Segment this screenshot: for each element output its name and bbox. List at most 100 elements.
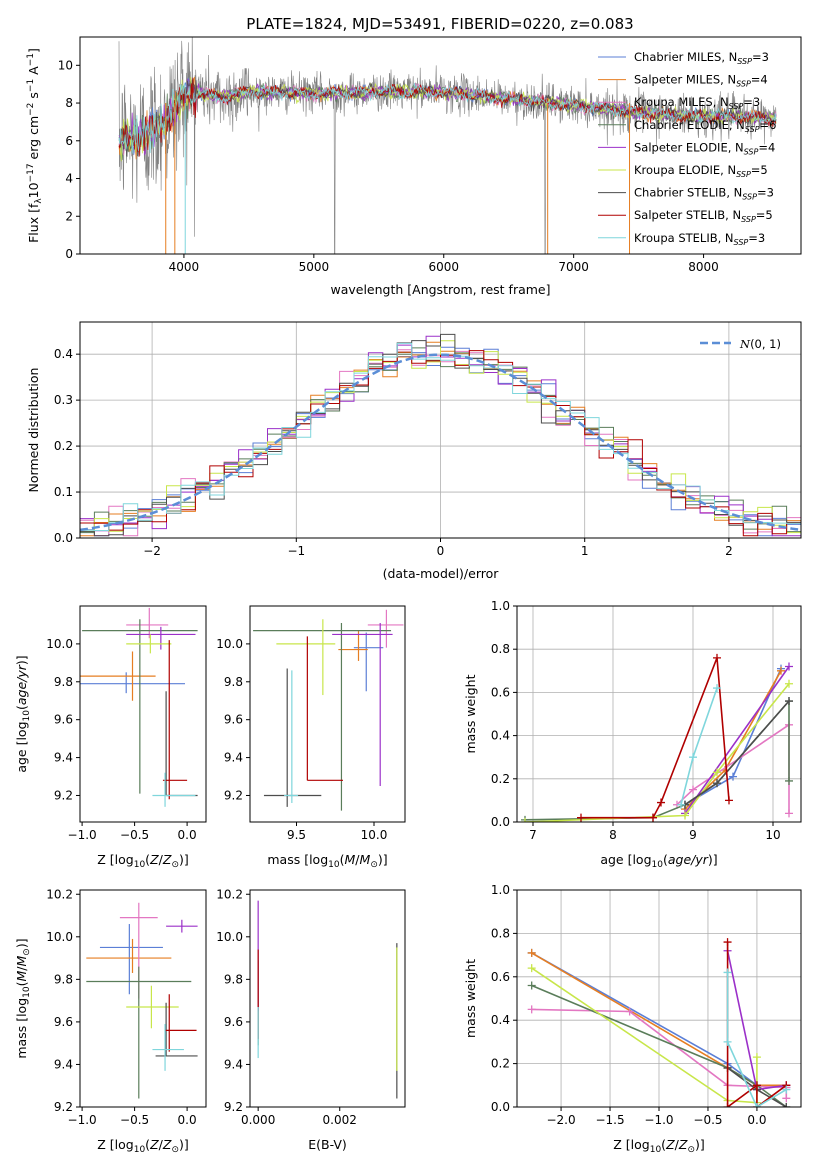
- plus-marker: [782, 1103, 791, 1107]
- plot-area: [257, 900, 398, 1099]
- y-axis-label: Normed distribution: [26, 368, 41, 493]
- errorbar-point-1: [80, 651, 156, 701]
- y-tick-label: 10.2: [216, 887, 243, 901]
- label-part: Z: [149, 852, 159, 867]
- legend-tail: =3: [743, 95, 760, 109]
- y-tick-label: 0.8: [491, 642, 510, 656]
- x-tick-label: −2: [143, 544, 161, 558]
- spectrum-panel: 4000 5000 6000 7000 8000 0 2 4 6 8 10 wavelength [A…: [26, 36, 802, 297]
- y-tick-label: 10.2: [46, 887, 73, 901]
- x-tick-label: 5000: [299, 260, 330, 274]
- errorbar-point-7: [162, 640, 188, 800]
- label-part: 10: [134, 860, 146, 870]
- x-tick-label: −0.5: [120, 828, 149, 842]
- plus-marker: [527, 1005, 536, 1014]
- legend-tail: =3: [757, 186, 774, 200]
- model-spectrum-8: [118, 82, 777, 154]
- x-tick-label: 0.0: [178, 828, 197, 842]
- plus-marker: [782, 1094, 791, 1103]
- errorbar-point-3: [82, 619, 198, 794]
- grid-lines: [517, 605, 801, 823]
- y-tick-label: 0.6: [491, 970, 510, 984]
- label-part: ⊙: [171, 1145, 179, 1155]
- y-tick-label: 0.3: [54, 393, 73, 407]
- weight-series-5: [531, 967, 758, 1104]
- legend-tail: =3: [748, 231, 765, 245]
- plus-marker: [723, 1037, 732, 1046]
- x-tick-label: −1.0: [68, 828, 97, 842]
- label-part: −2: [26, 103, 36, 116]
- plot-area: [527, 938, 791, 1107]
- label-part: mass [log: [267, 852, 328, 867]
- plus-marker: [689, 785, 697, 794]
- label-part: (: [145, 1137, 150, 1152]
- y-tick-label: 9.6: [224, 713, 243, 727]
- label-part: )]: [708, 852, 718, 867]
- grid-lines: [517, 889, 801, 1108]
- y-axis-label: mass weight: [463, 959, 478, 1038]
- plus-marker: [725, 796, 733, 805]
- label-part: )]: [695, 1137, 705, 1152]
- x-tick-label: 7: [529, 828, 537, 842]
- label-part: Z [log: [97, 852, 133, 867]
- legend-entry: Kroupa ELODIE, NSSP=5: [634, 163, 768, 179]
- x-axis-label: Z [log10(Z/Z⊙)]: [97, 1137, 189, 1155]
- plus-marker: [713, 779, 721, 788]
- legend-sub: SSP: [745, 125, 760, 134]
- y-tick-label: 9.2: [54, 788, 73, 802]
- label-part: M: [14, 955, 29, 966]
- plus-marker: [777, 666, 785, 675]
- plus-marker: [527, 964, 536, 973]
- plus-marker: [713, 684, 721, 693]
- y-tick-label: 0.2: [491, 1057, 510, 1071]
- y-tick-label: 9.2: [224, 1100, 243, 1114]
- y-tick-label: 0.4: [491, 1013, 510, 1027]
- label-part: Z: [678, 1137, 688, 1152]
- label-part: −1: [26, 53, 36, 66]
- legend-entry: Chabrier STELIB, NSSP=3: [634, 186, 774, 202]
- axes-frame: [79, 605, 207, 823]
- plus-marker: [521, 818, 529, 822]
- plus-marker: [681, 811, 689, 820]
- label-part: (: [14, 705, 29, 710]
- label-part: age [log: [600, 852, 651, 867]
- errorbar-point-2: [126, 607, 169, 639]
- label-part: M: [360, 852, 371, 867]
- y-tick-label: 8: [65, 96, 73, 110]
- legend-tail: =4: [758, 140, 775, 154]
- weight-series-8: [726, 972, 787, 1107]
- label-part: (: [661, 1137, 666, 1152]
- legend-sub: SSP: [729, 102, 744, 111]
- label-part: /: [159, 852, 164, 867]
- mass-vs-extinction-panel: 0.000 0.002 9.2 9.4 9.6 9.8 10.0 10.2 E(B-V): [216, 887, 406, 1152]
- plus-marker: [785, 809, 793, 818]
- errorbar-point-3: [253, 623, 392, 811]
- label-part: age/yr: [668, 852, 709, 867]
- label-part: (: [663, 852, 668, 867]
- y-tick-label: 6: [65, 134, 73, 148]
- plot-area: [253, 609, 404, 811]
- x-tick-label: 10.0: [361, 828, 388, 842]
- x-axis-label: Z [log10(Z/Z⊙)]: [97, 852, 189, 870]
- label-part: 10: [650, 1145, 662, 1155]
- y-tick-label: 9.8: [224, 972, 243, 986]
- label-part: Z [log: [613, 1137, 649, 1152]
- label-part: age [log: [14, 721, 29, 772]
- errorbar-point-2: [367, 609, 404, 648]
- y-tick-label: 0: [65, 247, 73, 261]
- plus-marker: [677, 800, 685, 809]
- figure-title: PLATE=1824, MJD=53491, FIBERID=0220, z=0…: [246, 15, 633, 33]
- plus-marker: [577, 813, 585, 822]
- x-tick-label: 10: [765, 828, 780, 842]
- axes-frame: [249, 889, 406, 1108]
- axes-frame: [79, 36, 802, 255]
- x-axis-label: wavelength [Angstrom, rest frame]: [330, 282, 550, 297]
- plus-marker: [625, 1007, 634, 1016]
- y-tick-label: 0.4: [491, 729, 510, 743]
- axes-frame: [516, 605, 802, 823]
- label-part: erg cm: [26, 116, 41, 164]
- plus-marker: [729, 772, 737, 781]
- x-tick-label: 6000: [428, 260, 459, 274]
- x-tick-label: −2.0: [546, 1113, 575, 1127]
